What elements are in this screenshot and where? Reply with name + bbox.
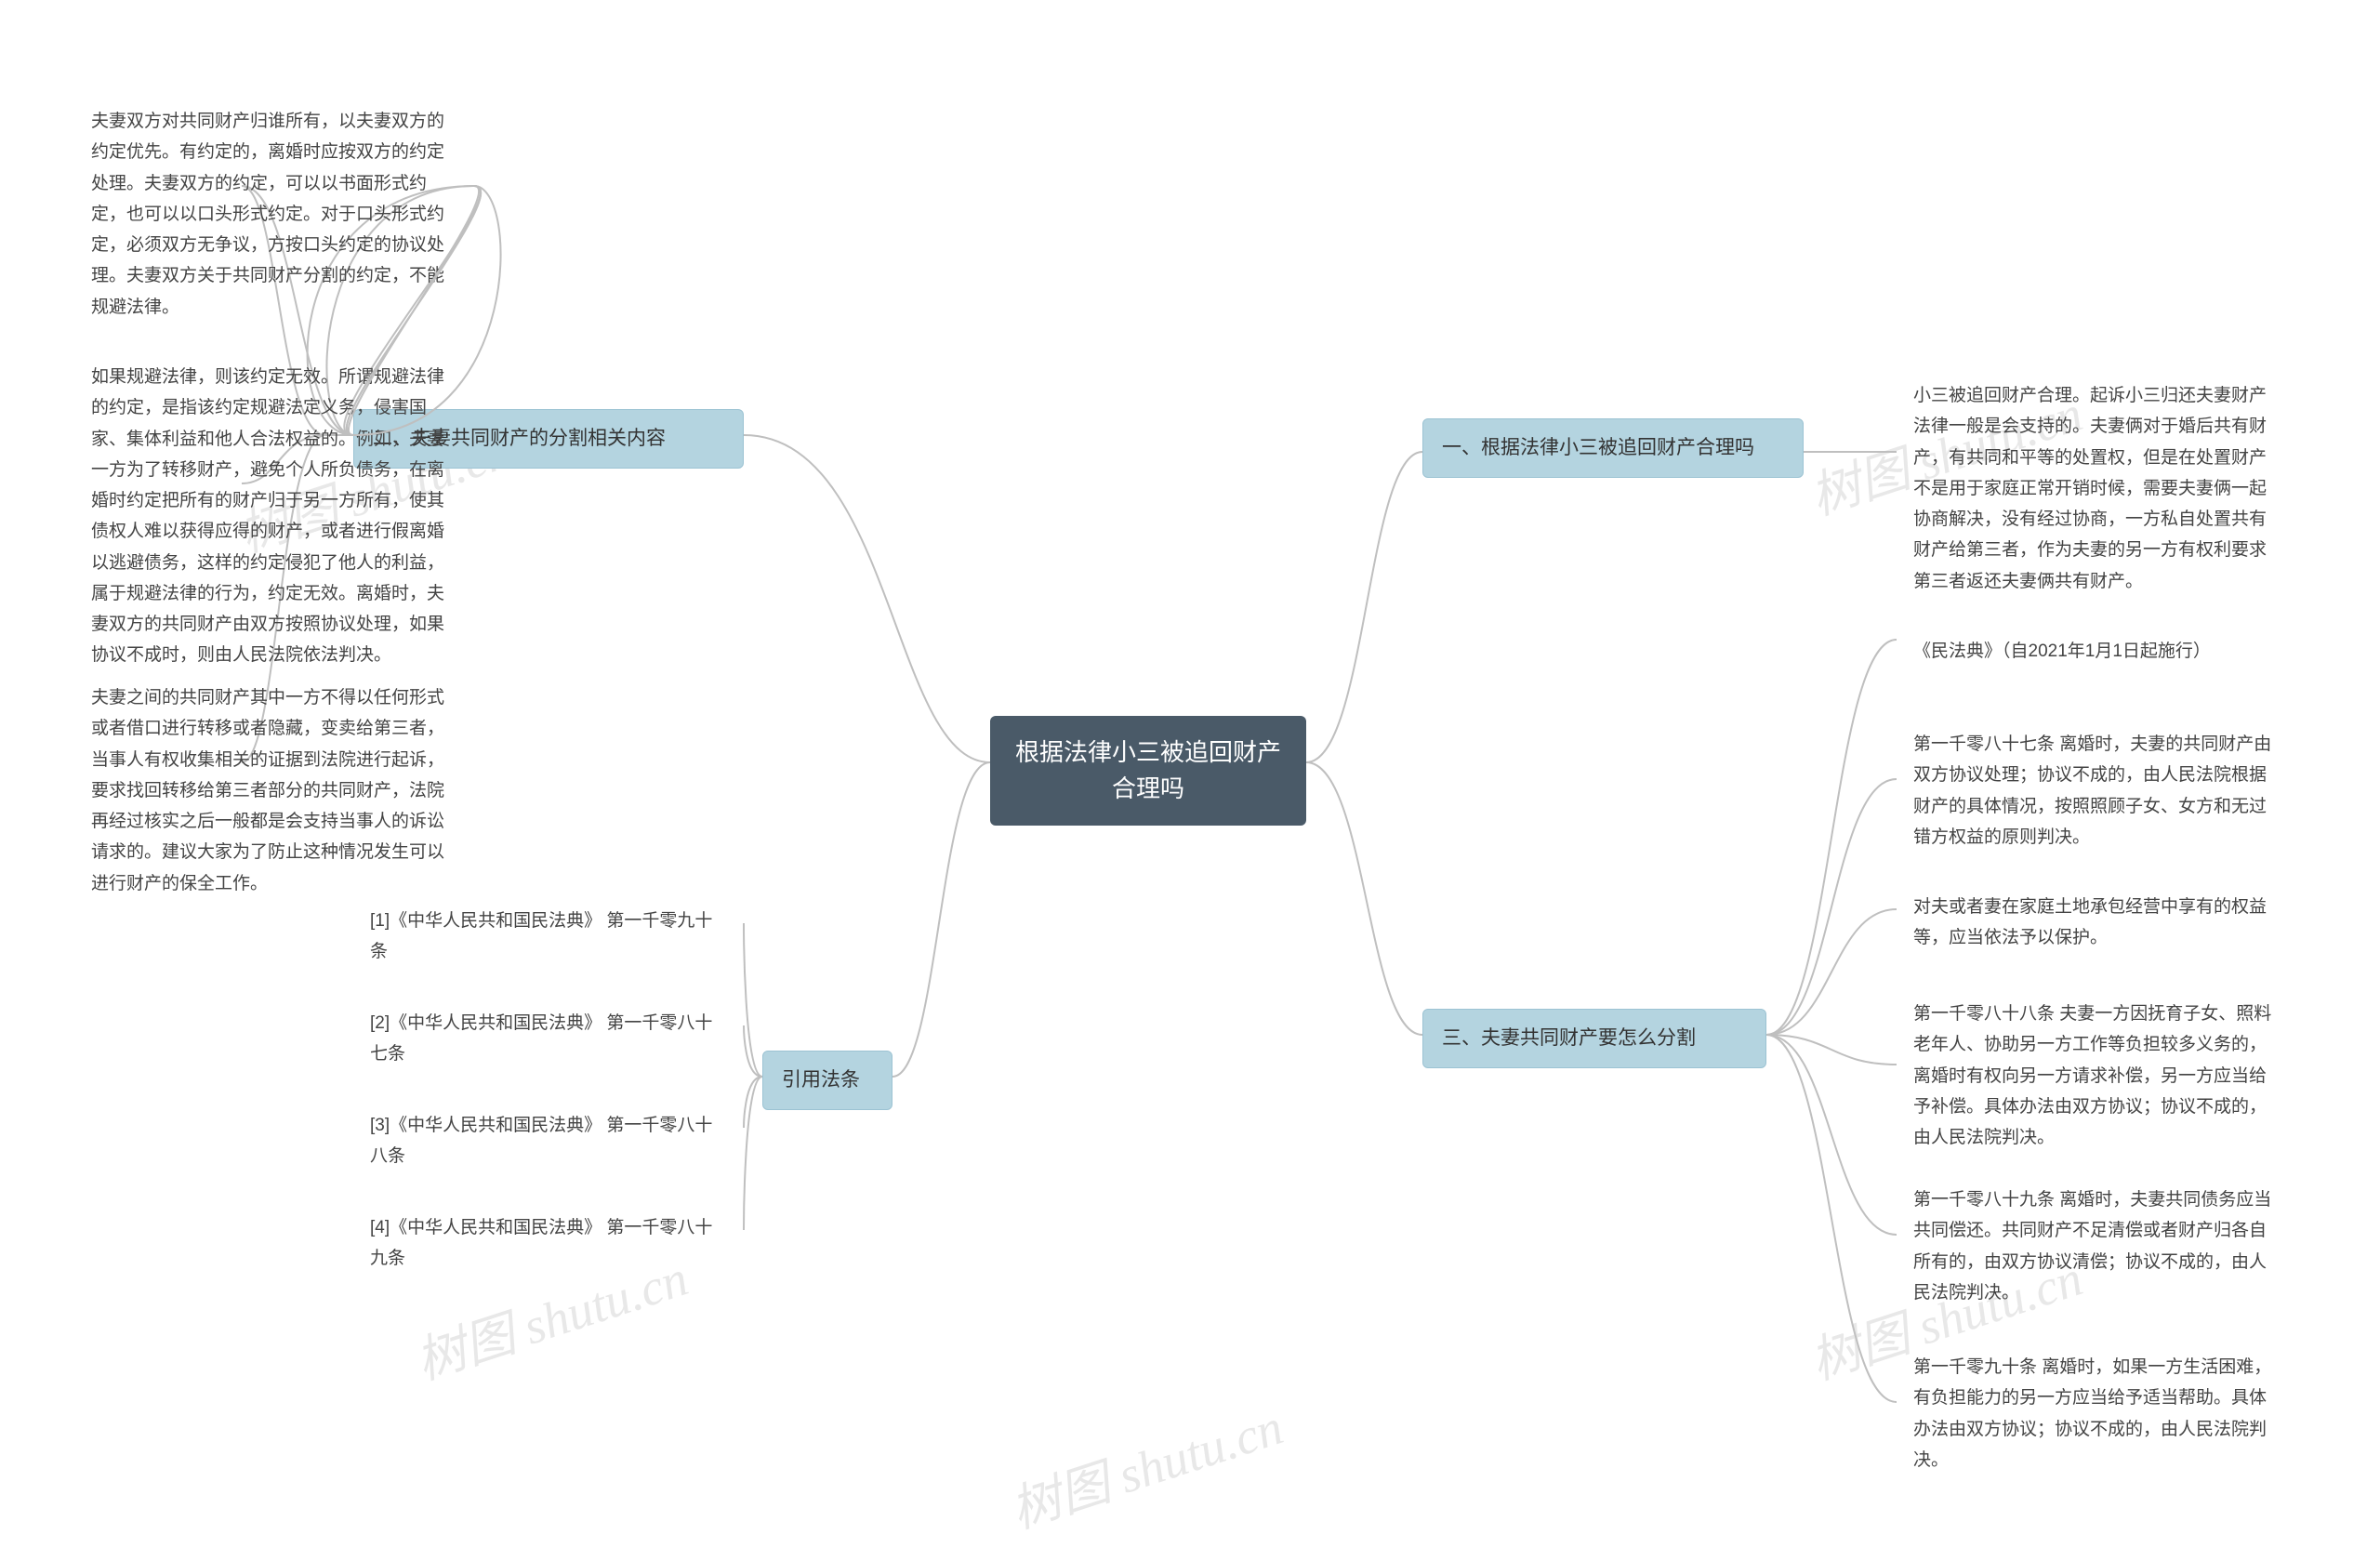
leaf-r2-0: 《民法典》（自2021年1月1日起施行）: [1897, 623, 2296, 680]
watermark: 树图 shutu.cn: [1000, 1385, 1291, 1542]
branch-right1: 一、根据法律小三被追回财产合理吗: [1422, 418, 1804, 478]
branch-right1-label: 一、根据法律小三被追回财产合理吗: [1442, 437, 1754, 458]
branch-left2-label: 引用法条: [782, 1069, 860, 1091]
leaf-l2-3: [4]《中华人民共和国民法典》 第一千零八十九条: [353, 1199, 744, 1288]
branch-right2-label: 三、夫妻共同财产要怎么分割: [1442, 1027, 1696, 1049]
leaf-r2-5: 第一千零九十条 离婚时，如果一方生活困难，有负担能力的另一方应当给予适当帮助。具…: [1897, 1339, 2296, 1488]
leaf-r2-1: 第一千零八十七条 离婚时，夫妻的共同财产由双方协议处理；协议不成的，由人民法院根…: [1897, 716, 2296, 866]
leaf-r2-4: 第一千零八十九条 离婚时，夫妻共同债务应当共同偿还。共同财产不足清偿或者财产归各…: [1897, 1171, 2296, 1321]
leaf-r2-3: 第一千零八十八条 夫妻一方因抚育子女、照料老年人、协助另一方工作等负担较多义务的…: [1897, 986, 2296, 1166]
branch-right2: 三、夫妻共同财产要怎么分割: [1422, 1009, 1766, 1068]
branch-left2: 引用法条: [762, 1051, 892, 1110]
leaf-l1-1: 如果规避法律，则该约定无效。所谓规避法律的约定，是指该约定规避法定义务，侵害国家…: [74, 349, 474, 684]
root-node: 根据法律小三被追回财产合理吗: [990, 716, 1306, 826]
leaf-r2-2: 对夫或者妻在家庭土地承包经营中享有的权益等，应当依法予以保护。: [1897, 879, 2296, 967]
leaf-l1-0: 夫妻双方对共同财产归谁所有，以夫妻双方的约定优先。有约定的，离婚时应按双方的约定…: [74, 93, 474, 336]
leaf-l2-0: [1]《中华人民共和国民法典》 第一千零九十条: [353, 893, 744, 981]
leaf-l1-2: 夫妻之间的共同财产其中一方不得以任何形式或者借口进行转移或者隐藏，变卖给第三者，…: [74, 669, 474, 912]
leaf-l2-2: [3]《中华人民共和国民法典》 第一千零八十八条: [353, 1097, 744, 1185]
leaf-r1-0: 小三被追回财产合理。起诉小三归还夫妻财产法律一般是会支持的。夫妻俩对于婚后共有财…: [1897, 367, 2296, 610]
root-text: 根据法律小三被追回财产合理吗: [1015, 738, 1281, 802]
leaf-l2-1: [2]《中华人民共和国民法典》 第一千零八十七条: [353, 995, 744, 1083]
